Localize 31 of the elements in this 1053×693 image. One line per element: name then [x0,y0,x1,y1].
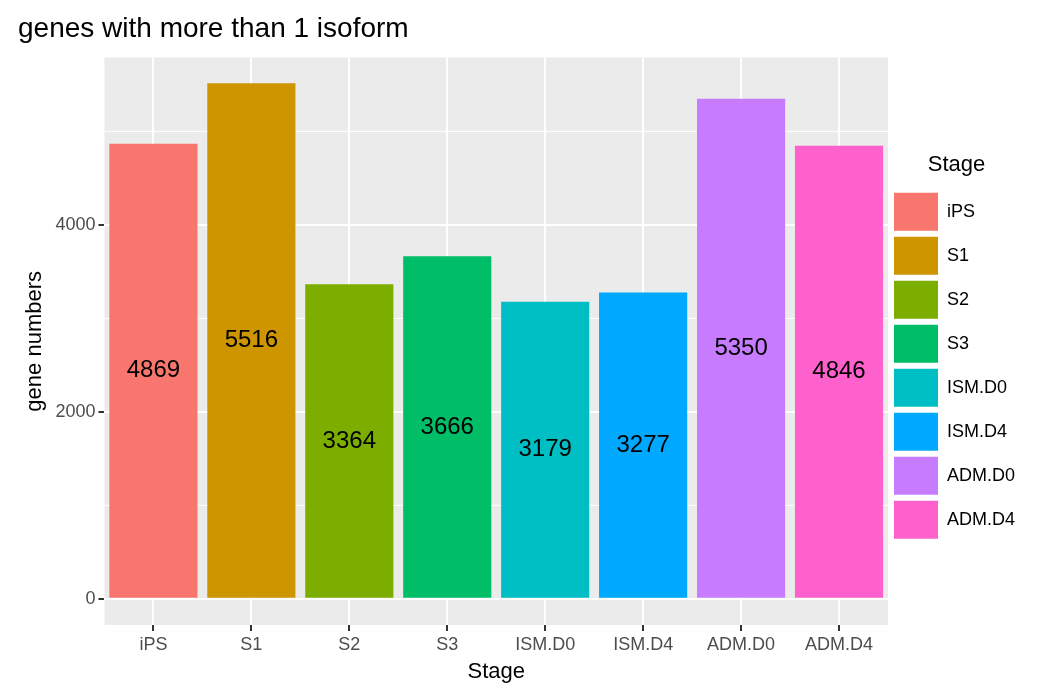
data-label: 4846 [812,356,866,384]
data-label: 5516 [224,325,279,353]
legend-label: iPS [946,200,976,221]
legend-title: Stage [927,151,986,177]
legend-label: S1 [946,244,970,265]
legend-label: ADM.D4 [946,508,1016,529]
data-label: 3179 [518,434,572,462]
data-label: 5350 [714,332,768,360]
x-tick-label: S1 [240,633,263,654]
x-tick-label: ADM.D4 [805,633,874,654]
legend-label: S2 [946,288,970,309]
legend-label: ISM.D4 [946,420,1008,441]
x-tick-label: ISM.D4 [613,633,674,654]
legend-label: ADM.D0 [946,464,1016,485]
x-tick-label: iPS [139,633,168,654]
x-tick-label: S2 [338,633,361,654]
data-label: 3666 [420,411,474,439]
legend-label: S3 [946,332,970,353]
x-tick-label: ISM.D0 [515,633,576,654]
y-tick-label: 4000 [55,213,96,234]
data-label: 3364 [322,425,376,453]
y-tick-label: 0 [85,587,96,608]
y-axis-title: gene numbers [21,270,47,412]
chart-title: genes with more than 1 isoform [18,11,409,43]
x-tick-label: ADM.D0 [707,633,776,654]
x-tick-label: S3 [436,633,459,654]
x-axis-title: Stage [467,657,525,683]
y-tick-label: 2000 [55,400,96,421]
legend-label: ISM.D0 [946,376,1008,397]
data-label: 4869 [126,355,181,383]
data-label: 3277 [616,429,670,457]
